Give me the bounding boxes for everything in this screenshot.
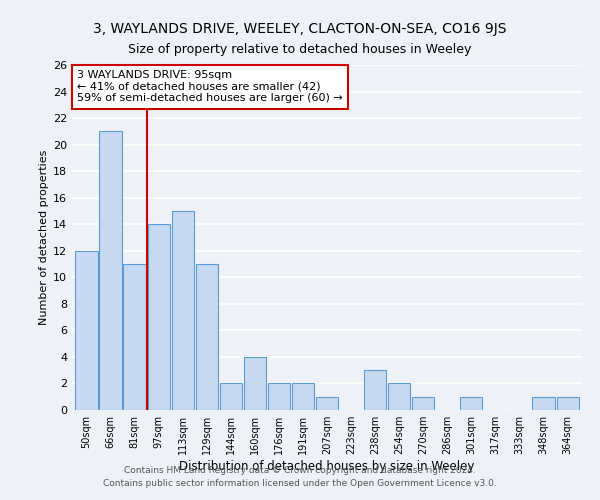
Text: Size of property relative to detached houses in Weeley: Size of property relative to detached ho… [128, 42, 472, 56]
Text: Contains HM Land Registry data © Crown copyright and database right 2024.
Contai: Contains HM Land Registry data © Crown c… [103, 466, 497, 487]
Bar [412, 396, 434, 410]
Bar [172, 211, 194, 410]
Bar [100, 132, 122, 410]
Bar [316, 396, 338, 410]
Bar [460, 396, 482, 410]
Y-axis label: Number of detached properties: Number of detached properties [39, 150, 49, 325]
Bar [364, 370, 386, 410]
Bar [124, 264, 146, 410]
Bar [532, 396, 554, 410]
Bar [388, 384, 410, 410]
Text: 3 WAYLANDS DRIVE: 95sqm
← 41% of detached houses are smaller (42)
59% of semi-de: 3 WAYLANDS DRIVE: 95sqm ← 41% of detache… [77, 70, 343, 103]
Bar [557, 396, 578, 410]
Bar [268, 384, 290, 410]
Bar [244, 357, 266, 410]
Bar [196, 264, 218, 410]
Text: 3, WAYLANDS DRIVE, WEELEY, CLACTON-ON-SEA, CO16 9JS: 3, WAYLANDS DRIVE, WEELEY, CLACTON-ON-SE… [93, 22, 507, 36]
Bar [76, 251, 98, 410]
Bar [292, 384, 314, 410]
Bar [148, 224, 170, 410]
X-axis label: Distribution of detached houses by size in Weeley: Distribution of detached houses by size … [179, 460, 475, 473]
Bar [220, 384, 242, 410]
